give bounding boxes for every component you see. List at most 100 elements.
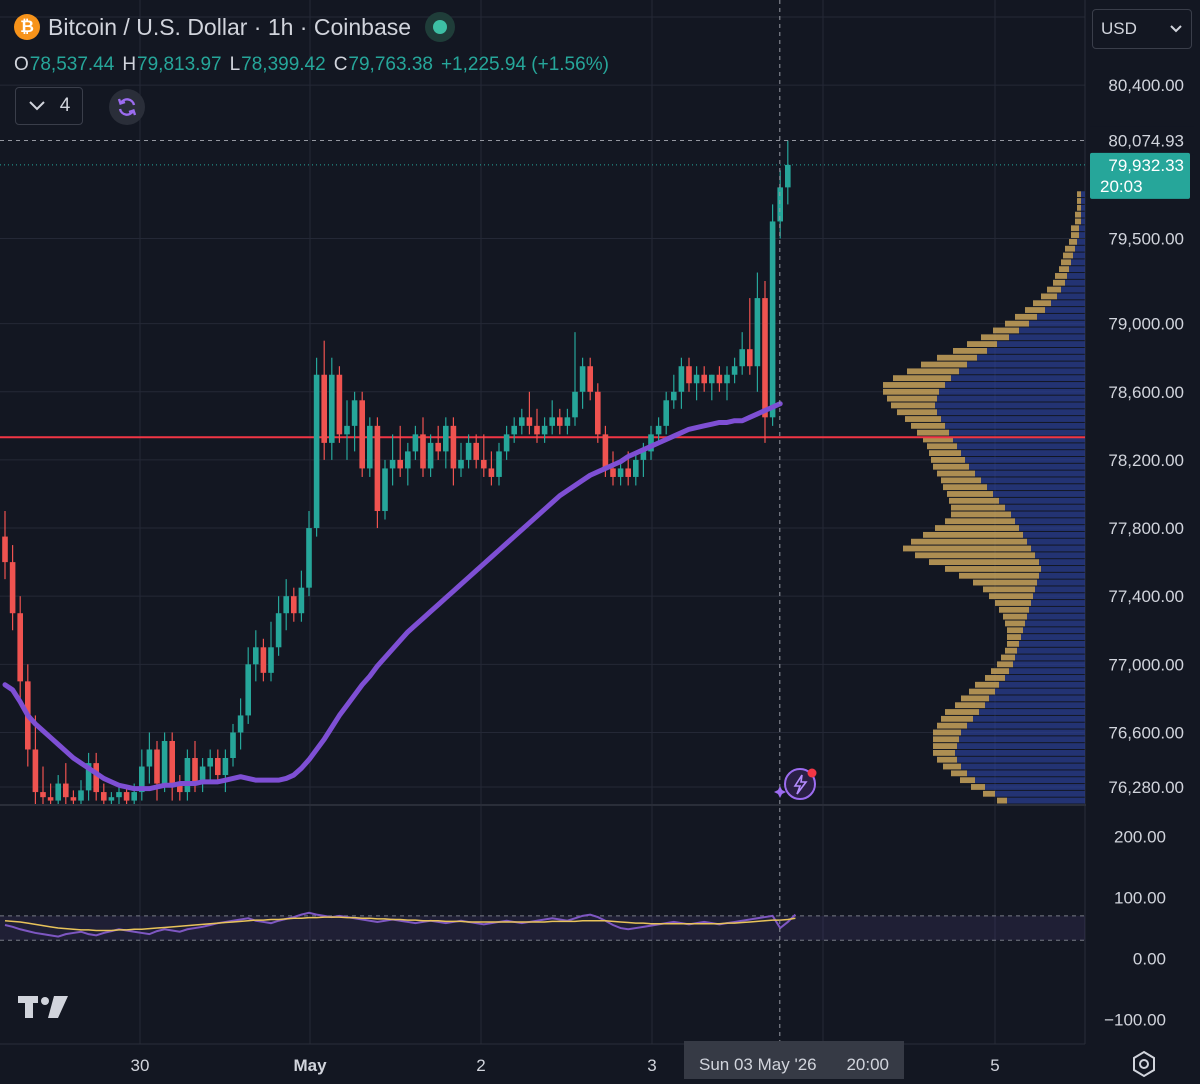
time-axis[interactable]: 30 May 2 3 5 Sun 03 May '26 20:00 (0, 1041, 1085, 1084)
volume-profile-bar-up (1071, 232, 1079, 238)
candle-body (177, 783, 183, 793)
price-axis-label: 78,600.00 (1108, 383, 1184, 402)
volume-profile-bar-up (943, 763, 961, 770)
volume-profile-bar-down (1045, 307, 1085, 313)
volume-profile-bar-down (975, 470, 1085, 477)
candle-body (716, 374, 723, 384)
volume-profile-bar-down (967, 361, 1085, 368)
volume-profile-bar-up (973, 579, 1037, 586)
candle-body (123, 792, 130, 801)
volume-profile-bar-down (1041, 566, 1085, 572)
price-axis-label: 78,200.00 (1108, 451, 1184, 470)
assistant-icon[interactable] (774, 768, 817, 800)
volume-profile-bar-up (921, 361, 967, 368)
volume-profile-bar-down (1029, 606, 1085, 613)
candle-body (101, 792, 107, 801)
volume-profile-bar-down (1029, 320, 1085, 327)
crosshair-time-background (684, 1041, 904, 1079)
volume-profile-bar-up (1007, 640, 1019, 647)
candles (2, 140, 791, 804)
volume-profile-bar-down (1075, 245, 1085, 252)
volume-profile-bar-up (941, 715, 973, 722)
volume-profile-bar-up (1007, 634, 1021, 640)
volume-profile-bar-up (933, 749, 955, 756)
volume-profile-bar-up (961, 695, 989, 702)
volume-profile-bar-down (969, 463, 1085, 470)
candle-body (709, 374, 715, 384)
volume-profile-bar-down (1007, 797, 1085, 804)
price-axis[interactable]: 80,800.0080,400.0079,500.0079,000.0078,6… (1086, 0, 1200, 1084)
candle-body (769, 221, 776, 418)
volume-profile-bar-down (961, 450, 1085, 457)
candle-body (754, 298, 761, 367)
time-axis-label: 2 (476, 1056, 485, 1075)
volume-profile-bar-up (991, 668, 1009, 675)
indicators-toggle-button[interactable]: 4 (15, 87, 83, 125)
volume-profile-bar-down (955, 749, 1085, 756)
indicator-axis-label: 0.00 (1133, 950, 1166, 969)
volume-profile-bar-down (1023, 627, 1085, 634)
volume-profile-bar-down (1073, 252, 1085, 259)
market-open-indicator[interactable] (425, 12, 456, 42)
volume-profile-bar-down (1039, 559, 1085, 566)
indicator-axis-label: 100.00 (1114, 889, 1166, 908)
candle-body (351, 400, 358, 426)
volume-profile-bar-down (953, 436, 1085, 443)
volume-profile-bar-down (987, 347, 1085, 354)
volume-profile-bar-up (915, 552, 1035, 559)
volume-profile-bar-down (981, 477, 1085, 484)
symbol-header[interactable]: ₿ Bitcoin / U.S. Dollar · 1h · Coinbase (14, 12, 456, 42)
volume-profile-bar-up (1007, 627, 1023, 634)
volume-profile-bar-up (1061, 259, 1071, 266)
tradingview-logo-icon (18, 996, 68, 1018)
settings-gear-icon[interactable] (1130, 1050, 1158, 1078)
candle-body (169, 740, 175, 784)
candle-body (313, 374, 320, 529)
candle-body (731, 366, 738, 375)
volume-profile-bar-up (929, 559, 1039, 566)
candle-body (108, 797, 115, 801)
candle-body (572, 391, 578, 418)
time-axis-label: May (293, 1056, 327, 1075)
volume-profile-bar-down (959, 736, 1085, 743)
volume-profile-bar-up (1033, 300, 1051, 307)
candle-body (405, 451, 411, 469)
candle-body (519, 417, 525, 426)
candle-body (17, 613, 23, 682)
candle-body (526, 417, 533, 426)
symbol-title[interactable]: Bitcoin / U.S. Dollar · 1h · Coinbase (48, 13, 412, 40)
volume-profile-bar-down (1079, 232, 1085, 238)
candle-body (389, 459, 396, 469)
candle-body (450, 425, 457, 469)
price-axis-label: 76,600.00 (1108, 723, 1184, 742)
candle-body (549, 417, 555, 426)
volume-profile-bar-up (1055, 273, 1067, 279)
candle-body (207, 758, 213, 767)
currency-select[interactable]: USD (1092, 9, 1192, 49)
volume-profile-bar-down (945, 422, 1085, 429)
low-value: 78,399.42 (241, 54, 326, 75)
volume-profile-bar-down (1019, 525, 1085, 531)
rsi-ma-line (4, 916, 796, 932)
sync-button[interactable] (109, 89, 145, 125)
price-axis-label: 79,500.00 (1108, 229, 1184, 248)
volume-profile-bar-up (917, 429, 949, 436)
volume-profile-bar-up (949, 497, 999, 504)
volume-profile-bar-down (1031, 600, 1085, 606)
volume-profile-bar-up (1005, 620, 1025, 627)
volume-profile-bar-up (1059, 266, 1069, 273)
volume-profile-bar-down (957, 743, 1085, 749)
price-axis-label: 80,400.00 (1108, 76, 1184, 95)
candle-body (648, 434, 654, 452)
candle-body (9, 562, 16, 614)
time-axis-label: 5 (990, 1056, 999, 1075)
candle-body (557, 417, 563, 426)
volume-profile-bar-up (933, 463, 969, 470)
volume-profile-bar-up (951, 504, 1005, 511)
volume-profile-bar-down (979, 709, 1085, 715)
volume-profile-bar-down (961, 729, 1085, 736)
indicator-axis-label: 200.00 (1114, 828, 1166, 847)
volume-profile-bar-up (1065, 245, 1075, 252)
crosshair-time-label: 20:00 (846, 1055, 889, 1074)
